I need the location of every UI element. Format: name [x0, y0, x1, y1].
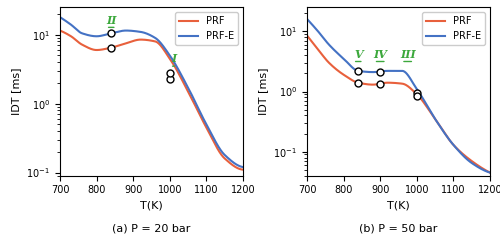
PRF-E [156, 40, 162, 43]
PRF-E [413, 86, 419, 89]
Line: PRF: PRF [307, 36, 490, 173]
Text: IV: IV [374, 49, 387, 60]
PRF-E [482, 170, 488, 173]
PRF-E [57, 16, 63, 19]
PRF-E [304, 18, 310, 20]
PRF [145, 39, 151, 41]
PRF-E [391, 69, 397, 72]
Y-axis label: IDT [ms]: IDT [ms] [258, 68, 268, 115]
PRF [240, 168, 246, 171]
PRF-E [487, 171, 493, 174]
PRF-E [392, 69, 398, 72]
Text: II: II [106, 15, 117, 26]
Line: PRF-E: PRF-E [307, 19, 490, 173]
PRF-E [144, 32, 150, 35]
PRF [392, 81, 398, 84]
PRF-E [207, 130, 213, 132]
PRF [236, 167, 242, 170]
PRF [144, 39, 150, 41]
Text: I: I [171, 53, 176, 64]
PRF [166, 56, 172, 59]
PRF [207, 133, 213, 136]
PRF [156, 42, 162, 45]
Y-axis label: IDT [ms]: IDT [ms] [11, 68, 21, 115]
PRF [482, 169, 488, 172]
Title: (b) P = 50 bar: (b) P = 50 bar [360, 223, 438, 233]
Title: (a) P = 20 bar: (a) P = 20 bar [112, 223, 190, 233]
Text: V: V [354, 49, 362, 60]
Legend: PRF, PRF-E: PRF, PRF-E [422, 12, 485, 45]
PRF-E [240, 166, 246, 169]
PRF-E [166, 53, 172, 56]
PRF-E [454, 148, 460, 151]
PRF-E [145, 33, 151, 36]
Text: III: III [400, 49, 415, 60]
PRF-E [236, 164, 242, 167]
X-axis label: T(K): T(K) [387, 201, 410, 211]
PRF [57, 29, 63, 32]
PRF-E [403, 71, 409, 74]
Line: PRF-E: PRF-E [60, 17, 243, 167]
PRF [403, 83, 409, 86]
PRF [487, 171, 493, 174]
Legend: PRF, PRF-E: PRF, PRF-E [175, 12, 238, 45]
X-axis label: T(K): T(K) [140, 201, 163, 211]
PRF [391, 81, 397, 84]
Line: PRF: PRF [60, 30, 243, 170]
PRF [304, 34, 310, 37]
PRF [454, 147, 460, 150]
PRF [413, 92, 419, 95]
